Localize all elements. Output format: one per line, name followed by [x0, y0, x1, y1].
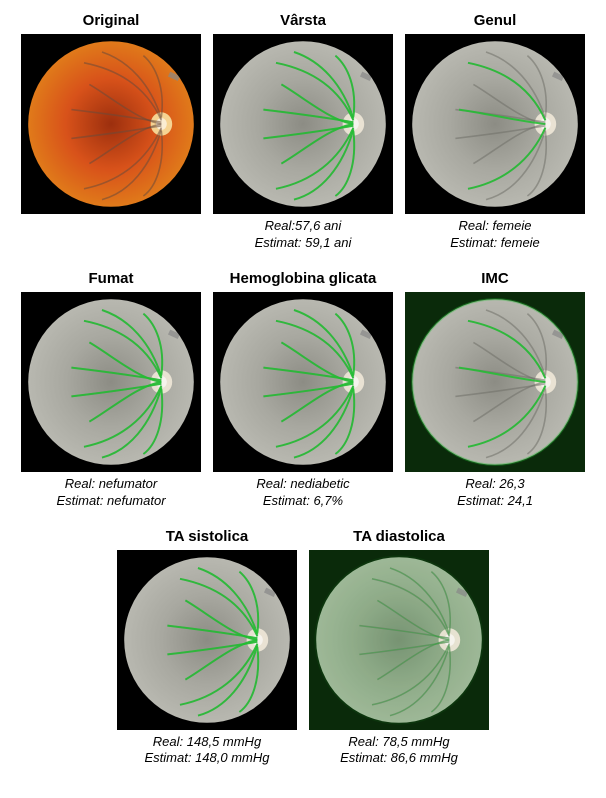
- panel-caption: Real:57,6 aniEstimat: 59,1 ani: [255, 218, 352, 252]
- panel-image: [309, 550, 489, 730]
- figure-panel: TA diastolica Real: 78,5 mmHgEstimat: 86…: [306, 528, 492, 768]
- panel-title: TA diastolica: [353, 528, 445, 546]
- caption-estimat: Estimat: 6,7%: [256, 493, 349, 510]
- panel-image: [405, 292, 585, 472]
- panel-caption: Real: 148,5 mmHgEstimat: 148,0 mmHg: [145, 734, 270, 768]
- caption-estimat: Estimat: 86,6 mmHg: [340, 750, 458, 767]
- figure-panel: IMC Real: 26,3Estimat: 24,1: [402, 270, 588, 510]
- panel-title: Vârsta: [280, 12, 326, 30]
- panel-image: [21, 34, 201, 214]
- panel-caption: Real: 26,3Estimat: 24,1: [457, 476, 533, 510]
- fundus-image: [21, 292, 201, 472]
- panel-image: [405, 34, 585, 214]
- figure-panel: Original: [18, 12, 204, 252]
- figure-panel: Vârsta Real:57,6 aniEstimat: 59,1 ani: [210, 12, 396, 252]
- caption-real: Real:57,6 ani: [255, 218, 352, 235]
- figure-row: Original Vârsta: [12, 12, 594, 252]
- panel-title: Fumat: [89, 270, 134, 288]
- panel-image: [117, 550, 297, 730]
- fundus-image: [405, 292, 585, 472]
- figure-panel: TA sistolica Real: 148,5 mmHgEstimat: 14…: [114, 528, 300, 768]
- caption-estimat: Estimat: femeie: [450, 235, 540, 252]
- panel-caption: Real: femeieEstimat: femeie: [450, 218, 540, 252]
- panel-image: [213, 34, 393, 214]
- caption-estimat: Estimat: 59,1 ani: [255, 235, 352, 252]
- caption-estimat: Estimat: 148,0 mmHg: [145, 750, 270, 767]
- panel-image: [213, 292, 393, 472]
- panel-title: Original: [83, 12, 140, 30]
- retinal-prediction-figure: Original Vârsta: [12, 12, 594, 767]
- caption-real: Real: nediabetic: [256, 476, 349, 493]
- fundus-image: [309, 550, 489, 730]
- figure-row: Fumat Real: nefumatorEstimat: nefumatorH…: [12, 270, 594, 510]
- panel-title: IMC: [481, 270, 509, 288]
- figure-panel: Genul Real: femeieEstimat: femeie: [402, 12, 588, 252]
- panel-title: Genul: [474, 12, 517, 30]
- panel-title: TA sistolica: [166, 528, 249, 546]
- caption-real: Real: femeie: [450, 218, 540, 235]
- panel-caption: Real: nediabeticEstimat: 6,7%: [256, 476, 349, 510]
- panel-caption: Real: nefumatorEstimat: nefumator: [56, 476, 165, 510]
- figure-row: TA sistolica Real: 148,5 mmHgEstimat: 14…: [12, 528, 594, 768]
- fundus-image: [405, 34, 585, 214]
- caption-real: Real: nefumator: [56, 476, 165, 493]
- caption-estimat: Estimat: 24,1: [457, 493, 533, 510]
- fundus-image: [117, 550, 297, 730]
- caption-estimat: Estimat: nefumator: [56, 493, 165, 510]
- fundus-image: [21, 34, 201, 214]
- figure-panel: Fumat Real: nefumatorEstimat: nefumator: [18, 270, 204, 510]
- caption-real: Real: 26,3: [457, 476, 533, 493]
- fundus-image: [213, 292, 393, 472]
- panel-image: [21, 292, 201, 472]
- panel-caption: Real: 78,5 mmHgEstimat: 86,6 mmHg: [340, 734, 458, 768]
- fundus-image: [213, 34, 393, 214]
- caption-real: Real: 148,5 mmHg: [145, 734, 270, 751]
- panel-title: Hemoglobina glicata: [230, 270, 377, 288]
- caption-real: Real: 78,5 mmHg: [340, 734, 458, 751]
- figure-panel: Hemoglobina glicata Real: nediabeticEsti…: [210, 270, 396, 510]
